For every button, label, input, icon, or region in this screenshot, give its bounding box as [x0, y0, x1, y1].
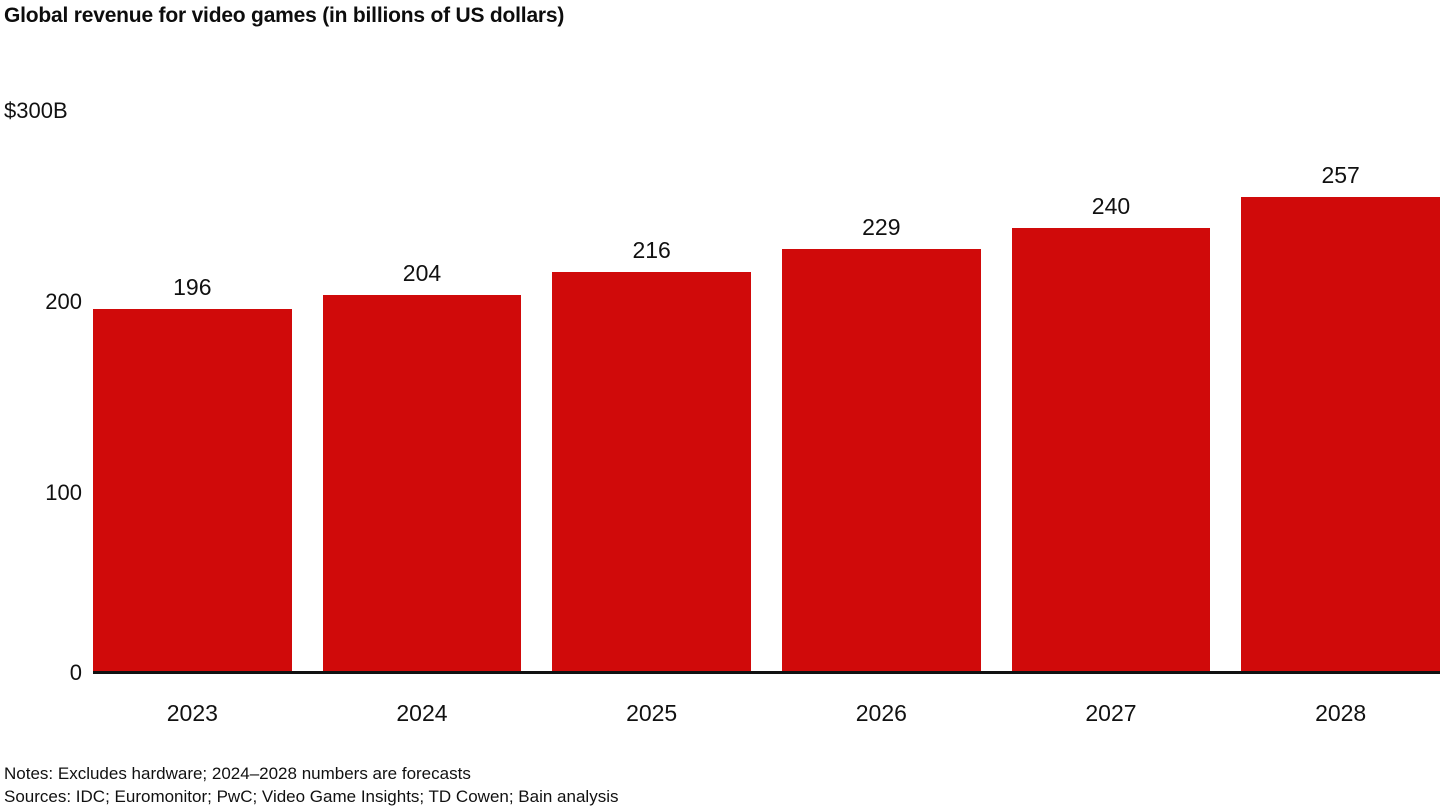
- bar-value-label: 204: [402, 259, 442, 286]
- bar-2027[interactable]: 240: [1011, 195, 1211, 671]
- y-axis-tick-label-300: $300B: [4, 98, 68, 123]
- x-axis-label-2027: 2027: [1012, 671, 1211, 731]
- footnotes: Notes: Excludes hardware; 2024–2028 numb…: [4, 762, 618, 808]
- bar-2025[interactable]: 216: [552, 239, 751, 671]
- y-axis-tick-label-200: 200: [45, 289, 82, 314]
- bar-2024[interactable]: 204: [322, 261, 522, 671]
- bar-2028[interactable]: 257: [1241, 163, 1440, 671]
- bar-value-label: 229: [862, 213, 901, 240]
- bar-value-label: 196: [173, 274, 212, 301]
- x-axis-tick-label: 2028: [1315, 700, 1367, 726]
- x-axis-tick-label: 2025: [626, 700, 678, 726]
- bar-rect[interactable]: [1241, 196, 1440, 671]
- bar-rect[interactable]: [322, 294, 522, 671]
- y-axis-tick-label-100: 100: [45, 480, 82, 505]
- bar-value-label: 257: [1321, 161, 1360, 188]
- x-axis-line: [93, 671, 1440, 674]
- bar-value-label: 240: [1091, 193, 1131, 220]
- bar-2023[interactable]: 196: [93, 276, 292, 671]
- footnote-notes: Notes: Excludes hardware; 2024–2028 numb…: [4, 764, 471, 783]
- x-axis-label-2024: 2024: [323, 671, 522, 731]
- bar-rect[interactable]: [93, 309, 292, 671]
- footnote-sources: Sources: IDC; Euromonitor; PwC; Video Ga…: [4, 787, 619, 806]
- x-axis-tick-label: 2024: [396, 700, 448, 726]
- x-axis-tick-label: 2027: [1085, 700, 1137, 726]
- x-axis-label-2026: 2026: [782, 671, 981, 731]
- page-title: Global revenue for video games (in billi…: [4, 4, 565, 27]
- x-axis-label-2025: 2025: [552, 671, 751, 731]
- bar-2026[interactable]: 229: [782, 215, 981, 671]
- x-axis-tick-label: 2023: [166, 700, 218, 726]
- x-axis-label-2023: 2023: [93, 671, 292, 731]
- bar-value-label: 216: [632, 237, 671, 264]
- bar-rect[interactable]: [782, 248, 981, 671]
- x-axis-tick-label: 2026: [855, 700, 907, 726]
- y-axis-tick-label-0: 0: [69, 660, 82, 685]
- bar-rect[interactable]: [1011, 228, 1211, 671]
- bar-rect[interactable]: [552, 272, 751, 671]
- x-axis-label-2028: 2028: [1241, 671, 1440, 731]
